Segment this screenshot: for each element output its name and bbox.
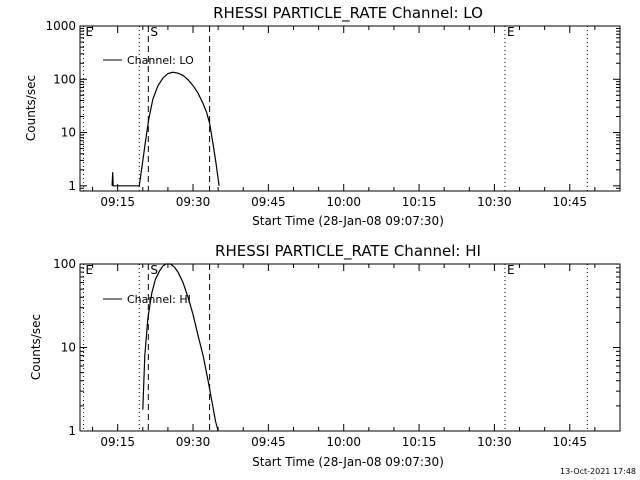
x-tick-label: 10:30 — [477, 195, 512, 209]
x-tick-label: 09:15 — [100, 195, 135, 209]
y-axis-label: Counts/sec — [29, 314, 43, 380]
marker-label: S — [150, 263, 158, 277]
chart-title: RHESSI PARTICLE_RATE Channel: HI — [215, 242, 481, 261]
legend-label: Channel: HI — [127, 293, 191, 306]
chart-title: RHESSI PARTICLE_RATE Channel: LO — [213, 4, 483, 23]
series-group — [142, 263, 219, 432]
y-tick-label: 10 — [61, 341, 76, 355]
y-tick-label: 100 — [53, 257, 76, 271]
marker-label: E — [86, 263, 94, 277]
series-group — [111, 71, 220, 187]
x-axis-label: Start Time (28-Jan-08 09:07:30) — [252, 455, 444, 469]
marker-label: E — [507, 263, 515, 277]
y-tick-label: 1 — [68, 179, 76, 193]
x-tick-label: 10:00 — [326, 435, 361, 449]
series-line — [111, 71, 220, 187]
y-tick-label: 1000 — [45, 19, 76, 33]
footer-timestamp: 13-Oct-2021 17:48 — [560, 467, 636, 476]
marker-label: S — [150, 25, 158, 39]
x-tick-label: 09:45 — [251, 435, 286, 449]
axis-ticks: 09:15 09:30 09:45 10:00 10:15 10:30 10:45 1 10 10… — [45, 19, 621, 209]
y-tick-label: 1 — [68, 424, 76, 438]
plot-frame — [79, 25, 621, 192]
x-axis-label: Start Time (28-Jan-08 09:07:30) — [252, 214, 444, 228]
x-tick-label: 10:00 — [326, 195, 361, 209]
y-axis-label: Counts/sec — [24, 75, 38, 141]
hi-channel-panel: RHESSI PARTICLE_RATE Channel: HI Counts/… — [29, 242, 621, 469]
x-tick-label: 10:30 — [477, 435, 512, 449]
y-tick-label: 10 — [61, 126, 76, 140]
plot-frame — [79, 263, 621, 432]
x-tick-label: 09:30 — [176, 195, 211, 209]
lo-channel-panel: RHESSI PARTICLE_RATE Channel: LO Counts/… — [24, 4, 621, 228]
series-line — [142, 263, 219, 432]
marker-label: E — [507, 25, 515, 39]
x-tick-label: 09:15 — [100, 435, 135, 449]
marker-label: E — [86, 25, 94, 39]
legend-label: Channel: LO — [127, 54, 194, 67]
x-tick-label: 10:45 — [552, 195, 587, 209]
axis-ticks: 09:15 09:30 09:45 10:00 10:15 10:30 10:45 1 10 10… — [53, 257, 621, 449]
x-tick-label: 10:15 — [402, 195, 437, 209]
x-tick-label: 09:45 — [251, 195, 286, 209]
x-tick-label: 10:45 — [552, 435, 587, 449]
x-tick-label: 10:15 — [402, 435, 437, 449]
x-tick-label: 09:30 — [176, 435, 211, 449]
y-tick-label: 100 — [53, 72, 76, 86]
